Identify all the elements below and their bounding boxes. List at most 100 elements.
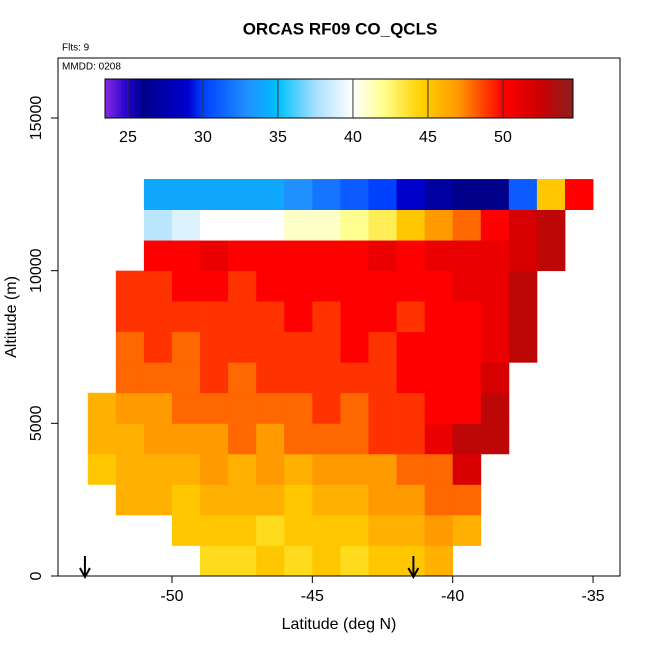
heatmap-cell [480,362,510,394]
colorbar-tick-label: 35 [269,129,287,146]
colorbar-tick-label: 45 [419,129,437,146]
heatmap-cell [452,362,482,394]
heatmap-cell [228,453,257,485]
heatmap-cell [115,453,145,485]
heatmap-cell [424,270,454,302]
chart-title: ORCAS RF09 CO_QCLS [243,19,438,38]
heatmap-cell [424,331,454,363]
heatmap-cell [312,423,341,455]
heatmap-cell [340,240,369,272]
heatmap-cell [115,301,145,333]
heatmap-cell [312,392,341,424]
heatmap-cell [424,453,454,485]
heatmap-cell [480,240,510,272]
heatmap-cell [115,362,145,394]
heatmap-cell [256,392,285,424]
heatmap-cell [536,209,566,241]
flights-note: Flts: 9 [62,43,90,54]
colorbar-tick-label: 40 [344,129,362,146]
heatmap-cell [424,240,454,272]
heatmap-cell [228,545,257,577]
heatmap-cell [228,392,257,424]
heatmap-cell [200,331,229,363]
heatmap-cell [171,209,201,241]
heatmap-cell [143,484,173,516]
heatmap-cell [115,423,145,455]
heatmap-cell [340,209,369,241]
heatmap-cell [368,301,397,333]
heatmap-cell [143,453,173,485]
heatmap-cell [143,331,173,363]
heatmap-cell [480,179,510,210]
heatmap-cell [368,545,397,577]
heatmap-cell [284,209,313,241]
x-axis-label: Latitude (deg N) [282,616,397,633]
heatmap-cell [340,179,369,210]
heatmap-cell [340,392,369,424]
y-axis-label: Altitude (m) [3,276,20,358]
date-note: MMDD: 0208 [62,62,121,73]
heatmap-cell [87,453,117,485]
heatmap-cell [284,301,313,333]
heatmap-cell [452,423,482,455]
heatmap-cell [228,209,257,241]
heatmap-cell [368,453,397,485]
heatmap-cell [312,240,341,272]
heatmap-cell [480,331,510,363]
heatmap-cell [256,179,285,210]
heatmap-cell [424,209,454,241]
heatmap-cell [368,331,397,363]
heatmap-cell [171,240,201,272]
heatmap-cell [536,240,566,272]
heatmap-cell [452,301,482,333]
heatmap-cell [424,484,454,516]
heatmap-cell [312,301,341,333]
heatmap-cell [368,484,397,516]
heatmap-cell [200,362,229,394]
heatmap-cell [284,514,313,546]
heatmap-cell [284,392,313,424]
heatmap-cell [143,179,173,210]
heatmap-cell [340,362,369,394]
heatmap-cell [396,362,426,394]
heatmap-cell [396,301,426,333]
heatmap-cell [368,362,397,394]
marker-arrow [407,556,420,580]
heatmap-cell [284,331,313,363]
heatmap-cell [396,270,426,302]
heatmap-cell [564,179,594,210]
colorbar-tick-label: 25 [119,129,137,146]
heatmap-cell [171,270,201,302]
heatmap-cell [171,453,201,485]
x-tick-label: -50 [160,588,183,605]
heatmap-cell [256,514,285,546]
heatmap-cell [340,423,369,455]
heatmap-cell [256,301,285,333]
heatmap-cell [452,453,482,485]
heatmap-cell [256,270,285,302]
heatmap-cell [424,301,454,333]
heatmap-cell [256,331,285,363]
heatmap-cell [508,331,538,363]
heatmap-cell [480,209,510,241]
heatmap-cell [424,362,454,394]
heatmap-cell [368,209,397,241]
heatmap-cell [508,240,538,272]
heatmap-cell [368,270,397,302]
heatmap-cell [452,179,482,210]
x-tick-label: -35 [581,588,604,605]
heatmap-cell [228,362,257,394]
heatmap-cell [115,484,145,516]
heatmap-cell [200,453,229,485]
heatmap-cell [312,514,341,546]
heatmap-cell [340,484,369,516]
heatmap-cell [368,392,397,424]
colorbar-tick-label: 50 [494,129,512,146]
heatmap-cell [171,514,201,546]
heatmap-cell [200,392,229,424]
heatmap-cell [424,392,454,424]
heatmap-cell [480,392,510,424]
heatmap-cell [312,484,341,516]
heatmap-cell [480,270,510,302]
heatmap-cell [452,270,482,302]
